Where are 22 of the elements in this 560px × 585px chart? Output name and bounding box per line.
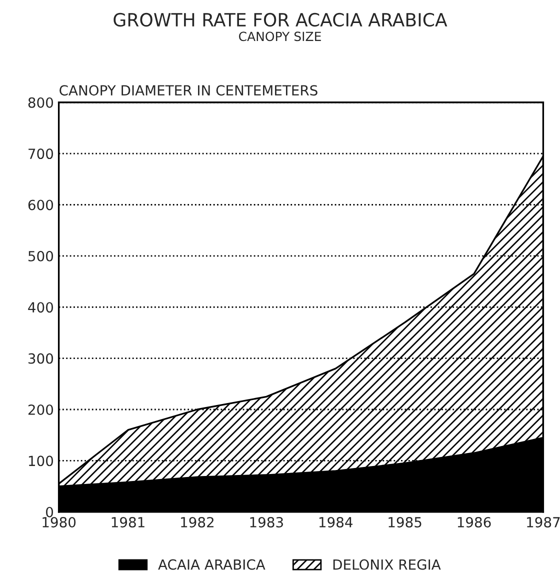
y-tick-label: 800 xyxy=(28,97,54,108)
x-tick-label: 1980 xyxy=(42,516,76,528)
x-tick-label: 1981 xyxy=(112,516,144,528)
x-tick-label: 1987 xyxy=(527,516,560,528)
y-tick-label: 100 xyxy=(28,456,54,466)
y-tick-label: 400 xyxy=(28,302,54,313)
y-tick-label: 700 xyxy=(28,148,54,160)
chart-subtitle: CANOPY SIZE xyxy=(238,32,321,42)
y-tick-label: 0 xyxy=(46,506,54,518)
legend-label: DELONIX REGIA xyxy=(333,559,441,570)
y-tick-label: 300 xyxy=(28,353,54,364)
y-tick-label: 600 xyxy=(28,200,54,210)
chart-title: GROWTH RATE FOR ACACIA ARABICA xyxy=(114,12,448,27)
x-tick-label: 1985 xyxy=(388,516,422,528)
y-axis-title: CANOPY DIAMETER IN CENTEMETERS xyxy=(60,85,318,96)
x-tick-label: 1983 xyxy=(250,516,283,528)
y-tick-label: 500 xyxy=(28,250,54,262)
x-tick-label: 1986 xyxy=(458,516,491,528)
x-tick-label: 1984 xyxy=(319,516,352,528)
x-tick-label: 1982 xyxy=(181,516,214,528)
y-tick-label: 200 xyxy=(28,404,54,415)
legend-label: ACAIA ARABICA xyxy=(158,559,266,570)
